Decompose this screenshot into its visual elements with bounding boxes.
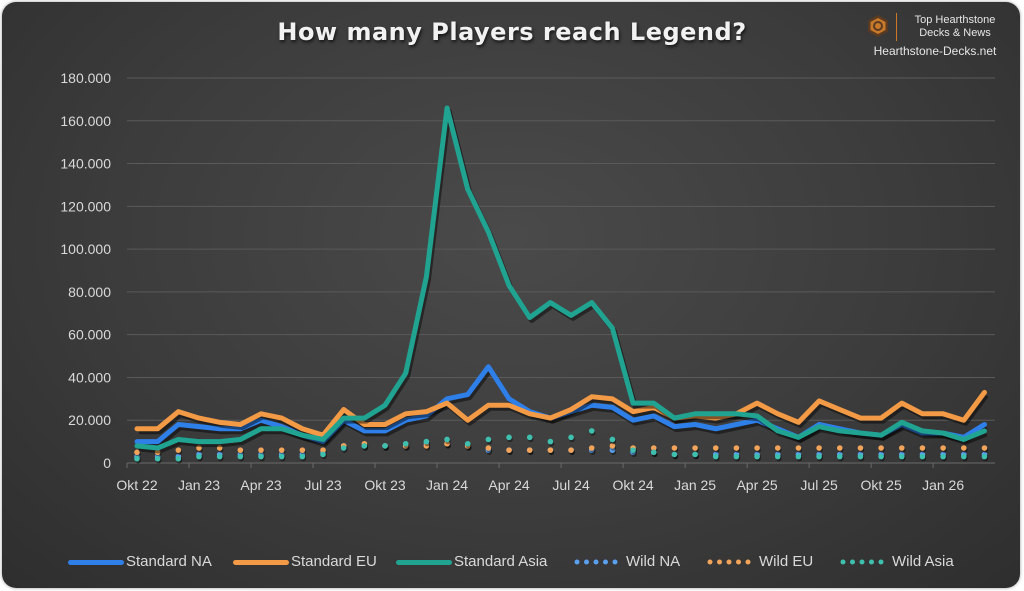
y-axis-ticks: 0 20.000 40.000 60.000 80.000 100.000 120.000 1… (60, 70, 111, 471)
legend-label: Wild EU (759, 553, 814, 570)
x-axis-ticks: Okt 22 Jan 23 Apr 23 Jul 23 Okt 23 Jan 24 Apr … (116, 477, 964, 493)
solid-line-swatch-icon (233, 559, 289, 565)
y-tick-label: 80.000 (68, 284, 111, 300)
x-tick-label: Jan 23 (178, 477, 220, 493)
series-lines (134, 105, 989, 464)
brand-line-2: Decks & News (919, 27, 991, 39)
x-tick-label: Jul 24 (552, 477, 590, 493)
y-tick-label: 20.000 (68, 412, 111, 428)
brand-block[interactable]: Top Hearthstone Decks & News Hearthstone… (860, 8, 1010, 64)
solid-line-swatch-icon (396, 559, 452, 565)
legend-item-standard-na[interactable]: Standard NA (68, 552, 212, 572)
dotted-line-swatch-icon (707, 559, 751, 565)
x-tick-label: Apr 23 (240, 477, 281, 493)
solid-line-swatch-icon (68, 559, 124, 565)
x-tick-label: Okt 25 (860, 477, 901, 493)
x-tick-label: Okt 22 (116, 477, 157, 493)
x-tick-label: Jan 26 (922, 477, 964, 493)
legend-label: Standard EU (291, 553, 377, 570)
legend: Standard NA Standard EU Standard Asia Wi… (0, 552, 1024, 572)
dotted-line-swatch-icon (574, 559, 618, 565)
y-tick-label: 180.000 (60, 70, 111, 86)
gridlines (126, 77, 995, 468)
chart-title: How many Players reach Legend? (277, 18, 747, 46)
legend-label: Standard Asia (454, 553, 548, 570)
brand-line-1: Top Hearthstone (914, 14, 996, 26)
y-tick-label: 60.000 (68, 327, 111, 343)
y-tick-label: 140.000 (60, 156, 111, 172)
series-standard-asia[interactable] (134, 105, 988, 454)
legend-item-wild-eu[interactable]: Wild EU (707, 552, 813, 572)
hearthstone-logo-icon (868, 15, 888, 37)
legend-label: Wild NA (626, 553, 681, 570)
x-tick-label: Jan 25 (674, 477, 716, 493)
y-tick-label: 0 (103, 455, 111, 471)
brand-url: Hearthstone-Decks.net (873, 44, 997, 58)
x-tick-label: Apr 24 (488, 477, 529, 493)
series-standard-eu[interactable] (134, 389, 989, 441)
x-tick-label: Okt 23 (364, 477, 405, 493)
y-tick-label: 100.000 (60, 241, 111, 257)
y-tick-label: 120.000 (60, 198, 111, 214)
legend-label: Wild Asia (892, 553, 954, 570)
legend-item-standard-asia[interactable]: Standard Asia (396, 552, 547, 572)
x-tick-label: Apr 25 (736, 477, 777, 493)
legend-item-standard-eu[interactable]: Standard EU (233, 552, 377, 572)
x-tick-label: Jul 23 (304, 477, 342, 493)
x-tick-label: Jan 24 (426, 477, 468, 493)
y-tick-label: 40.000 (68, 369, 111, 385)
series-wild-asia[interactable] (134, 428, 989, 464)
y-tick-label: 160.000 (60, 113, 111, 129)
dotted-line-swatch-icon (840, 559, 884, 565)
brand-divider (896, 13, 897, 41)
legend-item-wild-asia[interactable]: Wild Asia (840, 552, 954, 572)
x-tick-label: Jul 25 (800, 477, 838, 493)
legend-item-wild-na[interactable]: Wild NA (574, 552, 680, 572)
legend-label: Standard NA (126, 553, 212, 570)
x-tick-label: Okt 24 (612, 477, 653, 493)
